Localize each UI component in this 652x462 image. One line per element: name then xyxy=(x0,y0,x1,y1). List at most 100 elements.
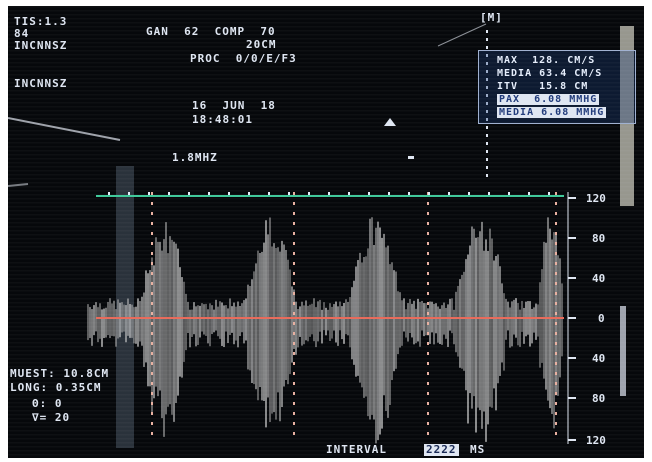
measurement-label: MEDIA xyxy=(499,107,535,118)
time-marker-dot xyxy=(427,302,429,305)
steering-cursor-dot xyxy=(486,86,488,89)
time-tick xyxy=(168,192,170,195)
time-marker-dot xyxy=(427,382,429,385)
measurement-label: MAX xyxy=(497,55,519,66)
time-marker-dot xyxy=(427,412,429,415)
measurement-label: PAX xyxy=(499,94,521,105)
time-marker-dot xyxy=(293,412,295,415)
measurement-label: ITV xyxy=(497,81,519,92)
time-marker-dot xyxy=(427,262,429,265)
scale-label: 120 xyxy=(586,434,606,447)
measurement-row: ITV 15.8 CM xyxy=(497,81,588,92)
time-marker-dot xyxy=(293,242,295,245)
display-edge-highlight xyxy=(620,26,634,206)
steering-cursor-dot xyxy=(486,62,488,65)
time-marker-dot xyxy=(293,422,295,425)
probe-marker: [M] xyxy=(480,11,503,24)
doppler-spectrum xyxy=(8,23,626,448)
time-marker-dot xyxy=(427,402,429,405)
time-marker-dot xyxy=(293,322,295,325)
time-marker-dot xyxy=(293,432,295,435)
measurement-row: MAX 128. CM/S xyxy=(497,55,595,66)
time-marker-dot xyxy=(427,242,429,245)
time-tick xyxy=(188,192,190,195)
steering-cursor-dot xyxy=(486,46,488,49)
time-marker-dot xyxy=(151,202,153,205)
steering-cursor-dot xyxy=(486,158,488,161)
time-marker-dot xyxy=(555,212,557,215)
scale-label: 40 xyxy=(592,272,606,285)
time-marker-dot xyxy=(151,262,153,265)
measurement-value: 6.08 MMHG xyxy=(534,94,598,105)
interval-label: INTERVAL xyxy=(326,443,387,456)
time-marker-dot xyxy=(151,232,153,235)
time-marker-dot xyxy=(293,332,295,335)
steering-cursor-dot xyxy=(486,78,488,81)
time-marker-dot xyxy=(293,402,295,405)
time-marker-dot xyxy=(555,322,557,325)
mode-readout: 84 xyxy=(14,27,30,40)
sector-edge-line xyxy=(8,183,29,187)
time-marker-dot xyxy=(151,252,153,255)
time-marker-dot xyxy=(151,302,153,305)
steering-cursor-dot xyxy=(486,94,488,97)
proc-readout: PROC 0/0/E/F3 xyxy=(190,52,297,65)
time-marker-dot xyxy=(555,342,557,345)
time-marker-dot xyxy=(293,202,295,205)
time-marker-dot xyxy=(555,402,557,405)
time-tick xyxy=(308,192,310,195)
time-marker-dot xyxy=(151,322,153,325)
steering-cursor-dot xyxy=(486,70,488,73)
time-marker-dot xyxy=(555,352,557,355)
time-tick xyxy=(348,192,350,195)
time-marker-dot xyxy=(427,322,429,325)
measurement-row-highlighted: PAX 6.08 MMHG xyxy=(497,94,600,105)
time-marker-dot xyxy=(555,202,557,205)
interval-unit: MS xyxy=(470,443,486,456)
steering-cursor-dot xyxy=(486,102,488,105)
sector-edge-line xyxy=(437,23,487,47)
time-tick xyxy=(428,192,430,195)
time-marker-dot xyxy=(151,242,153,245)
scale-label: 80 xyxy=(592,392,606,405)
time-marker-dot xyxy=(555,372,557,375)
steering-cursor-dot xyxy=(486,38,488,41)
time-marker-dot xyxy=(427,212,429,215)
scale-label: 80 xyxy=(592,232,606,245)
steering-cursor-dot xyxy=(486,118,488,121)
time-tick xyxy=(488,192,490,195)
time-marker-dot xyxy=(427,392,429,395)
tis-readout: TIS:1.3 xyxy=(14,15,68,28)
time-marker-dot xyxy=(151,392,153,395)
patient-id-2: INCNNSZ xyxy=(14,77,68,90)
time-tick xyxy=(548,192,550,195)
gain-comp-readout: GAN 62 COMP 70 xyxy=(146,25,276,38)
time-marker-dot xyxy=(293,302,295,305)
time-marker-dot xyxy=(555,312,557,315)
time-marker-dot xyxy=(293,352,295,355)
time-marker-dot xyxy=(555,302,557,305)
time-tick xyxy=(228,192,230,195)
time-tick xyxy=(288,192,290,195)
marker-dash xyxy=(408,156,414,159)
patient-id-1: INCNNSZ xyxy=(14,39,68,52)
measurement-value: 15.8 CM xyxy=(539,81,589,92)
sector-edge-line xyxy=(8,117,121,141)
steering-cursor-dot xyxy=(486,54,488,57)
time-marker-dot xyxy=(151,362,153,365)
time-marker-dot xyxy=(555,382,557,385)
time-marker-dot xyxy=(151,312,153,315)
time-marker-dot xyxy=(427,352,429,355)
time-marker-dot xyxy=(427,372,429,375)
scale-label: 40 xyxy=(592,352,606,365)
time-marker-dot xyxy=(555,222,557,225)
time-marker-dot xyxy=(427,222,429,225)
time-marker-dot xyxy=(293,292,295,295)
sample-length: LONG: 0.35CM xyxy=(10,381,102,394)
time-marker-dot xyxy=(555,262,557,265)
time-marker-dot xyxy=(151,292,153,295)
time-marker-dot xyxy=(555,412,557,415)
time-tick xyxy=(328,192,330,195)
time-marker-dot xyxy=(293,382,295,385)
time-tick xyxy=(148,192,150,195)
